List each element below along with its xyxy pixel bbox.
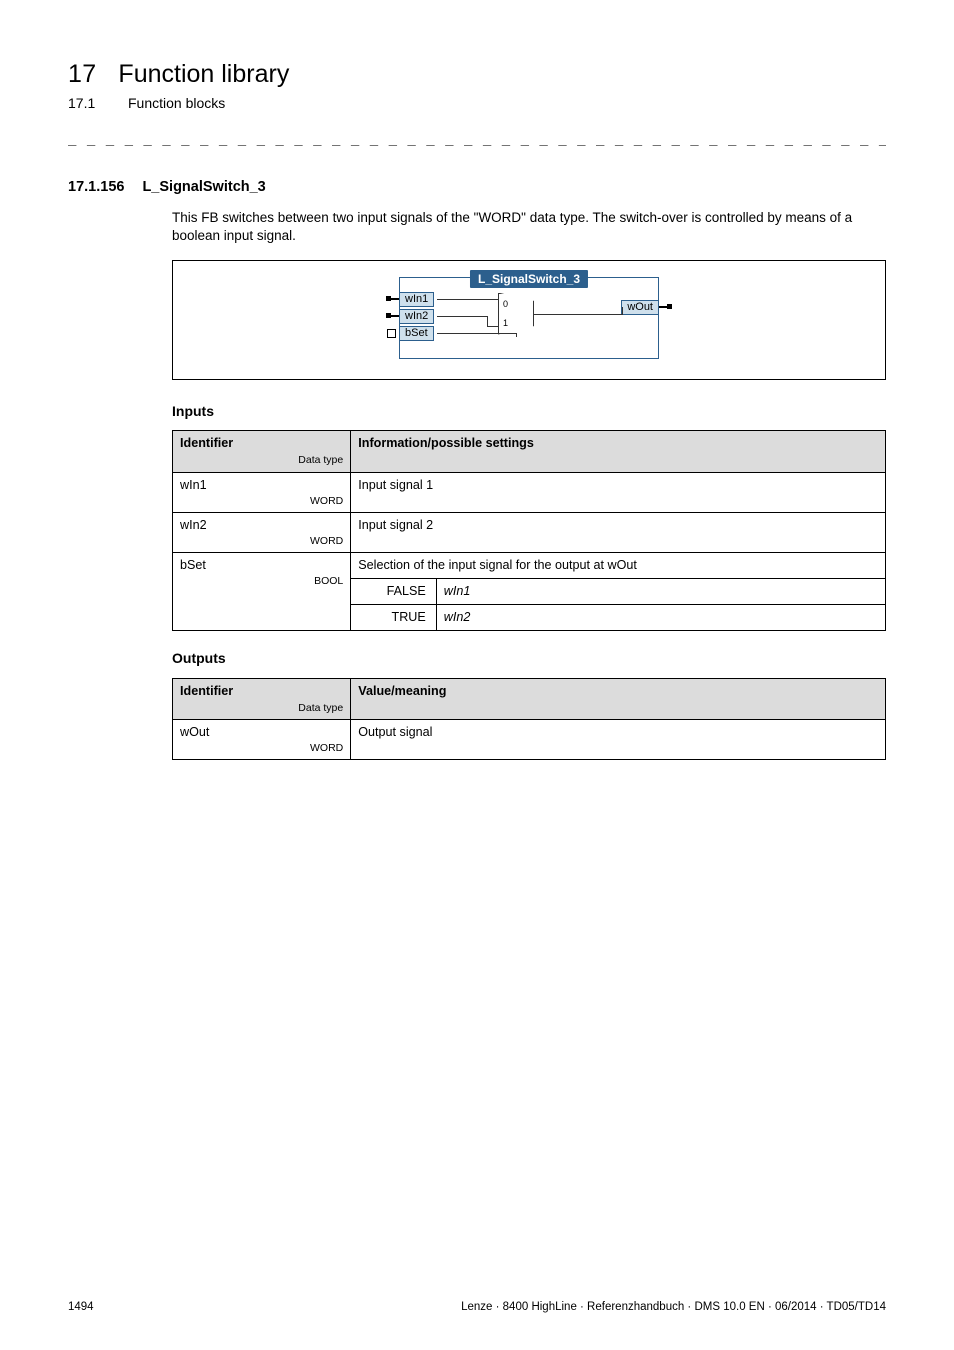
port-wout: wOut [621,300,659,315]
table-header-row: Identifier Data type Value/meaning [173,678,886,719]
wire [622,307,623,315]
port-win2: wIn2 [399,309,434,324]
block-diagram: L_SignalSwitch_3 wIn1 wIn2 bSet wOut 0 [172,260,886,380]
outputs-table: Identifier Data type Value/meaning wOut … [172,678,886,760]
col-datatype-sub: Data type [180,453,343,467]
outputs-heading: Outputs [172,649,886,668]
table-row: bSet BOOL Selection of the input signal … [173,552,886,578]
col-info: Information/possible settings [351,431,886,472]
cell-info: Output signal [351,720,886,760]
inputs-heading: Inputs [172,402,886,421]
id-text: bSet [180,558,206,572]
mux-icon: 0 1 [498,293,534,335]
id-text: wOut [180,725,209,739]
section-number: 17.1 [68,94,106,113]
dtype-text: WORD [180,741,343,755]
cell-option-val: FALSE [351,578,437,604]
dtype-text: WORD [180,534,343,548]
mux-label-0: 0 [503,298,508,310]
dtype-text: WORD [180,494,343,508]
footer-right: Lenze · 8400 HighLine · Referenzhandbuch… [461,1300,886,1316]
page-footer: 1494 Lenze · 8400 HighLine · Referenzhan… [68,1300,886,1316]
port-win1: wIn1 [399,292,434,307]
cell-option-meaning: wIn1 [436,578,885,604]
id-text: wIn1 [180,478,207,492]
section-subtitle: Function blocks [128,94,225,113]
cell-id: wIn2 WORD [173,512,351,552]
info-text: Selection of the input signal for the ou… [358,558,637,572]
cell-id: wIn1 WORD [173,472,351,512]
meaning-text: wIn1 [444,584,471,598]
fb-title-badge: L_SignalSwitch_3 [470,270,588,288]
intro-paragraph: This FB switches between two input signa… [172,209,886,245]
cell-info: Input signal 2 [351,512,886,552]
wire [487,326,498,327]
wire [437,316,487,317]
wire [487,316,488,326]
wire [437,333,516,334]
col-datatype-sub: Data type [180,701,343,715]
connector-stub [659,306,669,308]
cell-id: bSet BOOL [173,552,351,630]
fb-box: wIn1 wIn2 bSet wOut 0 1 [399,277,659,359]
subsection-number: 17.1.156 [68,178,124,198]
meaning-text: wIn2 [444,610,471,624]
connector-stub [389,315,399,317]
divider: _ _ _ _ _ _ _ _ _ _ _ _ _ _ _ _ _ _ _ _ … [68,129,886,148]
table-header-row: Identifier Data type Information/possibl… [173,431,886,472]
inputs-table: Identifier Data type Information/possibl… [172,430,886,631]
connector-stub [389,298,399,300]
col-info: Value/meaning [351,678,886,719]
wire [516,333,517,337]
port-bset: bSet [399,326,434,341]
table-row: wIn1 WORD Input signal 1 [173,472,886,512]
cell-info: Selection of the input signal for the ou… [351,552,886,578]
mux-label-1: 1 [503,317,508,329]
cell-option-val: TRUE [351,604,437,630]
page-number: 1494 [68,1300,94,1316]
subsection-title: L_SignalSwitch_3 [142,178,265,198]
col-identifier-label: Identifier [180,684,233,698]
cell-id: wOut WORD [173,720,351,760]
cell-option-meaning: wIn2 [436,604,885,630]
table-row: wOut WORD Output signal [173,720,886,760]
cell-info: Input signal 1 [351,472,886,512]
col-identifier: Identifier Data type [173,678,351,719]
wire [437,299,498,300]
table-row: wIn2 WORD Input signal 2 [173,512,886,552]
dtype-text: BOOL [180,574,343,588]
wire [534,314,622,315]
col-identifier: Identifier Data type [173,431,351,472]
chapter-title: Function library [118,58,289,92]
connector-stub-bool [387,329,396,338]
chapter-number: 17 [68,58,96,92]
col-identifier-label: Identifier [180,436,233,450]
id-text: wIn2 [180,518,207,532]
